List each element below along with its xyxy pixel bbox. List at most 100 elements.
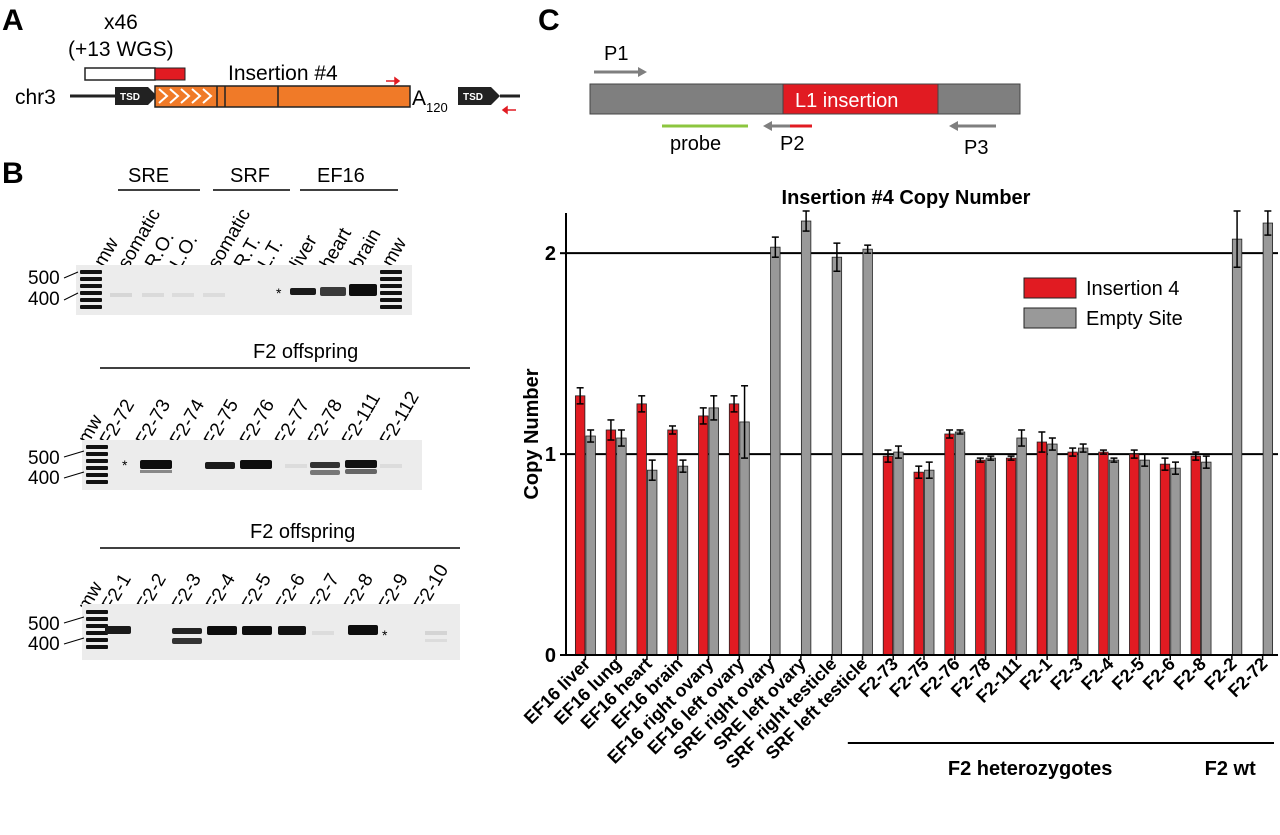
bar: [954, 431, 966, 656]
l1-insertion-label: L1 insertion: [795, 90, 898, 112]
group-sre: SRE: [128, 165, 169, 187]
chart-bars: [574, 220, 1274, 656]
gel2-title: F2 offspring: [253, 341, 358, 363]
bar: [1129, 453, 1140, 656]
gel3-400-tick: [63, 637, 85, 645]
primer-arrows-red: [386, 76, 516, 115]
panel-b: B SRE SRF EF16 mw somatic R.O. L.O. soma…: [2, 157, 470, 660]
bar: [1036, 441, 1048, 656]
gel1-ladder-right: [380, 270, 402, 309]
bar: [1108, 459, 1120, 656]
bar: [924, 469, 935, 656]
bar: [1231, 238, 1243, 656]
bar: [1078, 447, 1089, 656]
gel1-star: *: [276, 285, 282, 301]
bar: [708, 407, 719, 656]
y-axis-label: Copy Number: [521, 368, 543, 499]
bar: [1047, 443, 1058, 656]
bar: [770, 246, 781, 656]
chart-reference-lines: [566, 252, 1278, 456]
bar: [616, 437, 627, 656]
panel-a: A x46 (+13 WGS) Insertion #4 chr3 TSD A1…: [2, 4, 520, 115]
gel3-star: *: [382, 627, 388, 643]
group-ef16: EF16: [317, 165, 365, 187]
x-tick-label: F2-6: [1139, 654, 1179, 694]
gel1-ladder-left: [80, 270, 102, 309]
bar: [1201, 461, 1212, 656]
bar: [1098, 451, 1109, 656]
y-tick-label: 2: [545, 243, 556, 265]
gel2-500-tick: [63, 450, 85, 458]
group-label: F2 heterozygotes: [948, 758, 1112, 780]
x-tick-label: F2-4: [1077, 654, 1117, 694]
red-probe-bar: [154, 67, 186, 81]
gel1-400-label: 400: [28, 289, 60, 310]
bar: [698, 415, 709, 656]
bar: [1005, 457, 1017, 656]
bar: [1016, 437, 1027, 656]
copy-number-chart: Insertion #4 Copy Number Copy Number 0 1 2…: [520, 187, 1278, 780]
bar: [882, 455, 894, 656]
gel3-ladder: [86, 610, 108, 649]
y-tick-label: 1: [545, 444, 556, 466]
gel2-star: *: [122, 457, 128, 473]
bar: [1067, 451, 1078, 656]
chart-axes: [565, 213, 1278, 656]
gel3-title: F2 offspring: [250, 521, 355, 543]
bar: [728, 403, 740, 656]
group-label: F2 wt: [1205, 758, 1256, 780]
bar: [913, 471, 924, 656]
probe-label: probe: [670, 133, 721, 155]
bar: [1139, 459, 1150, 656]
bar: [800, 220, 812, 656]
l1-element: [154, 85, 411, 108]
gel2-bands: [140, 460, 402, 475]
bar: [636, 403, 647, 656]
p3-label: P3: [964, 137, 988, 159]
bar: [1190, 455, 1201, 656]
p2-label: P2: [780, 133, 804, 155]
x-tick-label: F2-3: [1046, 654, 1086, 694]
bar: [585, 435, 596, 656]
bar: [975, 459, 986, 656]
gel1-bands: [110, 284, 377, 297]
chr-label: chr3: [15, 86, 56, 109]
insertion-label: Insertion #4: [228, 62, 338, 85]
group-srf: SRF: [230, 165, 270, 187]
bar: [1159, 463, 1171, 656]
legend-swatch-insertion: [1023, 277, 1077, 299]
x-tick-label: F2-1: [1016, 654, 1056, 694]
white-probe-bar: [84, 67, 156, 81]
bar: [677, 465, 689, 656]
p1-label: P1: [604, 43, 628, 65]
bar: [1262, 222, 1274, 656]
l1-insertion-bar: [782, 83, 939, 115]
x-tick-label: F2-5: [1108, 654, 1148, 694]
bar: [893, 451, 904, 656]
panel-c-letter: C: [538, 4, 560, 37]
bar: [1170, 467, 1181, 656]
chart-title: Insertion #4 Copy Number: [782, 187, 1031, 209]
p3-arrowhead: [949, 121, 958, 131]
legend-label-empty: Empty Site: [1086, 308, 1183, 330]
p2-arrowhead: [763, 121, 772, 131]
gel3-400-label: 400: [28, 634, 60, 655]
bar: [605, 429, 617, 656]
panel-a-letter: A: [2, 4, 24, 37]
gel3-500-label: 500: [28, 614, 60, 635]
gel2-400-label: 400: [28, 468, 60, 489]
tsd-left: [115, 87, 157, 105]
bar: [574, 395, 586, 656]
gel3-500-tick: [63, 616, 85, 624]
polya-label: A120: [412, 87, 448, 115]
tsd-right: [458, 87, 500, 105]
chart-y-ticks: 0 1 2: [545, 243, 566, 667]
chart-error-bars: [576, 210, 1272, 481]
copies-label: x46: [104, 11, 138, 34]
p1-arrowhead: [638, 67, 647, 77]
bar: [647, 469, 658, 656]
tsd-left-label: TSD: [120, 92, 140, 103]
legend-swatch-empty: [1023, 307, 1077, 329]
panel-b-letter: B: [2, 157, 24, 190]
